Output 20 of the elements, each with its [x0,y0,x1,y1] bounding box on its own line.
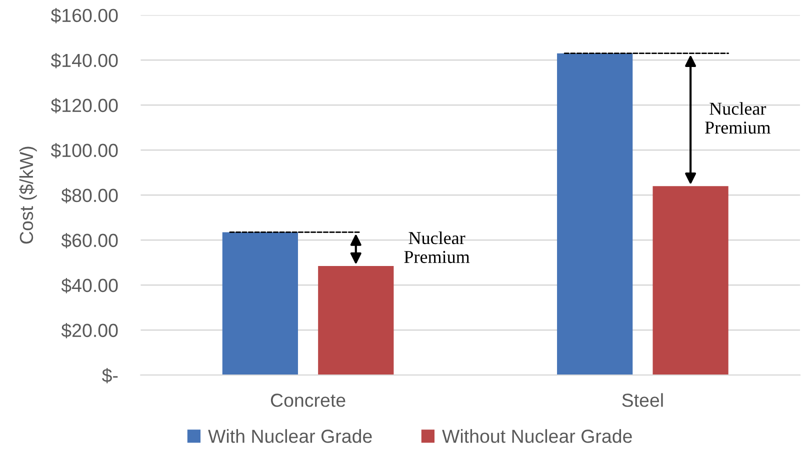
y-tick-label: $120.00 [50,98,118,114]
y-tick-label: $60.00 [61,233,118,248]
y-tick-label: $160.00 [50,8,118,24]
annotation: Nuclear Premium [705,102,770,134]
y-tick-label: $100.00 [50,143,118,158]
bar [557,53,633,376]
legend-label: Without Nuclear Grade [442,429,632,443]
y-tick-label: $20.00 [61,323,118,338]
y-tick-label: $140.00 [50,53,118,68]
y-tick-label: $40.00 [61,278,118,294]
x-tick-label: Steel [622,393,663,407]
y-tick-label: $- [102,368,118,384]
y-axis-title: Cost ($/kW) [19,146,37,244]
legend-label: With Nuclear Grade [208,429,372,443]
y-tick-label: $80.00 [61,188,118,204]
bar [318,266,394,376]
annotation: Nuclear Premium [404,231,470,264]
bar [222,232,298,376]
bar [652,186,728,376]
x-tick-label: Concrete [270,394,346,407]
